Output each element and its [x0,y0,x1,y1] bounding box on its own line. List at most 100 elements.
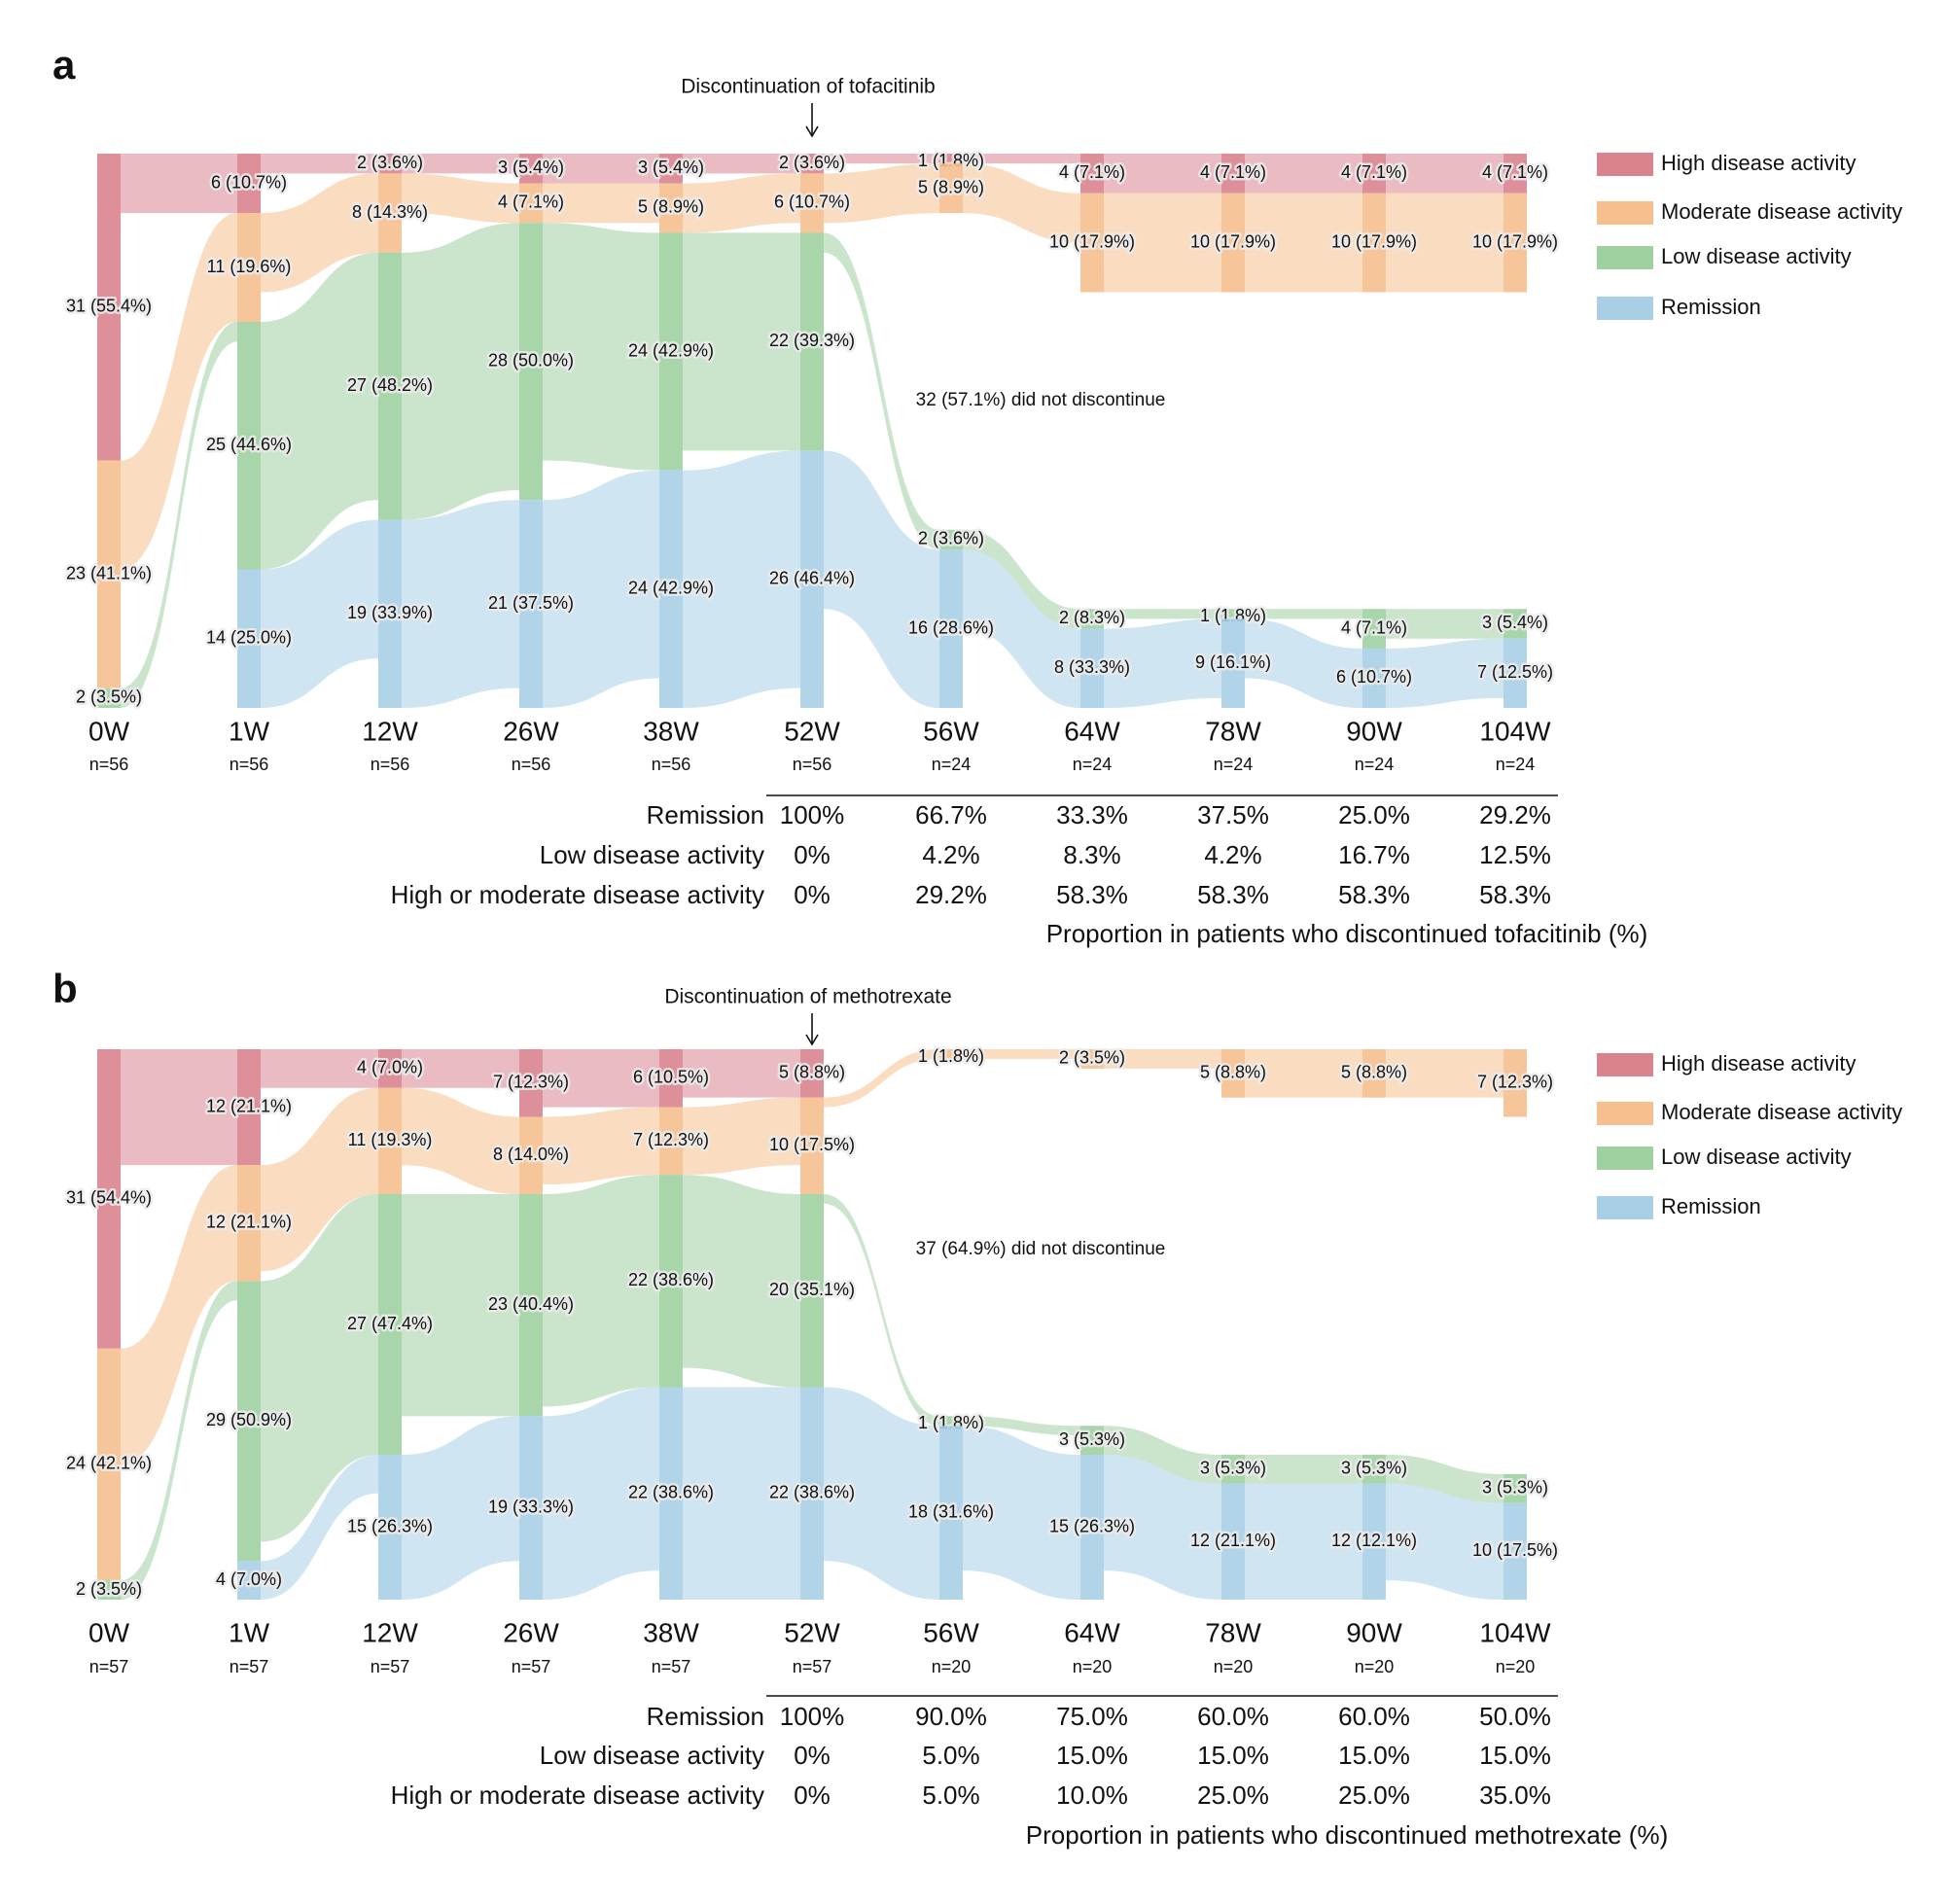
node [97,460,121,688]
legend-label: Low disease activity [1661,1145,1852,1169]
flow-ribbon [261,1193,378,1542]
timepoint-label: 12W [362,1617,418,1647]
node [800,1097,824,1194]
node [519,1416,543,1600]
node [659,1107,683,1176]
node [1503,193,1527,293]
node [519,1193,543,1417]
table-cell: 58.3% [1338,880,1410,909]
flow-ribbon [824,163,939,224]
flow-ribbon [543,1387,659,1600]
table-cell: 58.3% [1197,880,1269,909]
legend-label: High disease activity [1661,151,1857,175]
flow-ribbon [261,252,378,570]
legend-label: Remission [1661,1194,1761,1218]
node [800,154,824,174]
not-discontinued-note: 37 (64.9%) did not discontinue [916,1239,1166,1259]
flow-ribbon [402,223,519,520]
flow-ribbon [543,223,659,471]
node-label: 6 (10.7%) [1336,667,1412,687]
flow-ribbon [824,1049,939,1108]
timepoint-label: 52W [784,1617,840,1647]
node [378,173,402,253]
timepoint-label: 12W [362,716,418,746]
node [659,154,683,184]
node-label: 7 (12.3%) [493,1073,569,1092]
table-cell: 25.0% [1197,1781,1269,1810]
node-label: 10 (17.9%) [1190,231,1276,251]
node-label: 4 (7.1%) [1482,162,1548,182]
flow-ribbon [121,213,237,570]
n-label: n=20 [1355,1657,1395,1676]
flow-ribbon [1245,154,1362,194]
flow-ribbon [543,470,659,708]
node [1503,1502,1527,1600]
table-cell: 50.0% [1479,1702,1551,1731]
flow-ribbon [1104,1049,1221,1069]
table-cell: 8.3% [1063,840,1120,869]
n-label: n=57 [89,1657,129,1676]
n-label: n=20 [1496,1657,1536,1676]
table-cell: 12.5% [1479,840,1551,869]
flow-ribbon [261,173,378,293]
node [800,1049,824,1098]
legend-label: Remission [1661,295,1761,319]
table-cell: 4.2% [922,840,979,869]
node-label: 11 (19.6%) [207,257,292,276]
node [1362,1049,1386,1098]
node-label: 10 (17.9%) [1331,231,1417,251]
node [97,1049,121,1349]
node [1362,609,1386,649]
n-label: n=24 [1355,755,1395,774]
node [1221,193,1245,293]
node [939,163,963,214]
node-label: 2 (3.6%) [918,529,984,548]
node-label: 5 (8.9%) [918,177,984,196]
table-cell: 60.0% [1197,1702,1269,1731]
flow-ribbon [1386,638,1503,708]
node [1080,609,1104,629]
table-cell: 16.7% [1338,840,1410,869]
flow-ribbon [963,549,1080,708]
not-discontinued-note: 32 (57.1%) did not discontinue [916,390,1166,410]
timepoint-label: 1W [229,716,270,746]
flow-ribbon [683,1175,800,1388]
node [939,1416,963,1427]
flow-ribbon [1245,193,1362,293]
flow-ribbon [824,450,939,708]
node [1080,628,1104,708]
node [237,322,261,570]
panel-letter: b [53,966,78,1011]
legend-swatch [1597,153,1653,176]
table-cell: 75.0% [1056,1702,1128,1731]
table-cell: 66.7% [915,800,987,829]
node [1362,648,1386,708]
annotation: Discontinuation of methotrexate [664,986,951,1008]
node [1080,1049,1104,1069]
flow-ribbon [402,154,519,174]
flow-ribbon [1104,154,1221,194]
table-cell: 4.2% [1204,840,1261,869]
node-label: 8 (14.3%) [352,202,428,222]
node-label: 24 (42.1%) [66,1454,152,1473]
node [378,1193,402,1456]
node [659,183,683,233]
node-label: 4 (7.1%) [1200,162,1266,182]
timepoint-label: 64W [1064,716,1120,746]
table-cell: 37.5% [1197,800,1269,829]
node-label: 24 (42.9%) [628,340,714,360]
node [519,1049,543,1117]
timepoint-label: 90W [1346,716,1402,746]
node-label: 31 (54.4%) [66,1188,152,1208]
node-label: 31 (55.4%) [66,297,152,316]
table-cell: 0% [794,1781,831,1810]
flow-ribbon [402,1087,519,1194]
timepoint-label: 38W [643,716,699,746]
node-label: 6 (10.7%) [211,172,287,192]
node [1503,154,1527,194]
flow-ribbon [683,232,800,451]
node-label: 25 (44.6%) [206,435,292,454]
n-label: n=24 [1073,755,1113,774]
node-label: 12 (21.1%) [206,1212,292,1231]
n-label: n=24 [932,755,972,774]
